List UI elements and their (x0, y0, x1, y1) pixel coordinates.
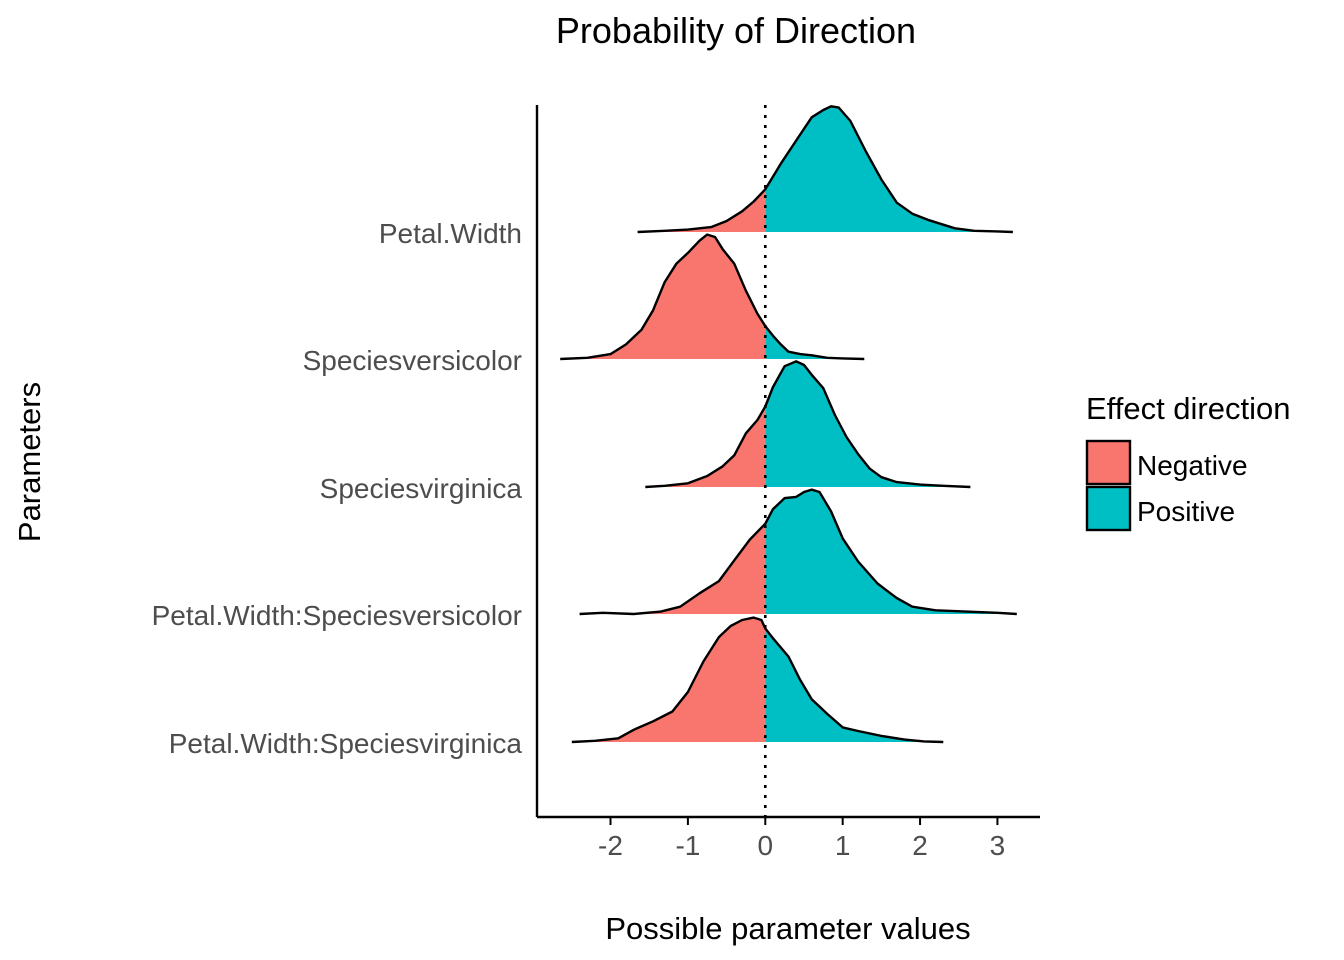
x-axis-ticks: -2 -1 0 1 2 3 (598, 817, 1005, 861)
ridge-negative-area (579, 523, 766, 614)
y-tick-label: Petal.Width (379, 218, 522, 249)
ridge-positive-area (765, 361, 971, 487)
ridge-petal-width-speciesversicolor (579, 488, 1017, 616)
ridge-outline (579, 488, 1017, 616)
x-tick-label: 0 (757, 830, 773, 861)
y-tick-label: Speciesversicolor (303, 345, 522, 376)
y-tick-label: Speciesvirginica (320, 473, 523, 504)
legend-key-negative (1085, 439, 1132, 486)
legend-label-negative: Negative (1137, 450, 1248, 481)
y-axis-label: Parameters (12, 382, 47, 542)
ridge-negative-area (560, 234, 766, 359)
y-axis-tick-labels: Petal.Width Speciesversicolor Speciesvirgi… (152, 218, 523, 759)
ridge-outline (560, 233, 865, 361)
ridge-petal-width-speciesvirginica (571, 616, 944, 744)
x-tick-label: -1 (675, 830, 700, 861)
ridge-negative-area (571, 617, 766, 742)
ridge-outline (637, 105, 1013, 234)
x-tick-label: 3 (990, 830, 1006, 861)
x-axis-label: Possible parameter values (605, 911, 970, 946)
y-tick-label: Petal.Width:Speciesversicolor (152, 600, 522, 631)
ridge-positive-area (765, 106, 1013, 232)
ridge-positive-area (765, 326, 865, 359)
chart-title: Probability of Direction (556, 10, 916, 51)
x-tick-label: 2 (912, 830, 928, 861)
legend-title: Effect direction (1086, 391, 1290, 426)
x-tick-label: -2 (598, 830, 623, 861)
ridge-petal-width (637, 105, 1013, 234)
ridge-positive-area (765, 489, 1017, 614)
legend: Effect direction Negative Positive (1085, 391, 1290, 532)
plot-area (560, 105, 1017, 817)
ridge-speciesversicolor (560, 233, 865, 361)
x-tick-label: 1 (835, 830, 851, 861)
ridge-positive-area (765, 628, 944, 742)
ridge-negative-area (637, 189, 766, 232)
legend-label-positive: Positive (1137, 496, 1235, 527)
ridge-outline (645, 360, 971, 489)
ridge-negative-area (645, 406, 766, 487)
ridge-outline (571, 616, 944, 744)
legend-key-positive (1085, 485, 1132, 532)
ridge-speciesvirginica (645, 360, 971, 489)
y-tick-label: Petal.Width:Speciesvirginica (169, 728, 523, 759)
